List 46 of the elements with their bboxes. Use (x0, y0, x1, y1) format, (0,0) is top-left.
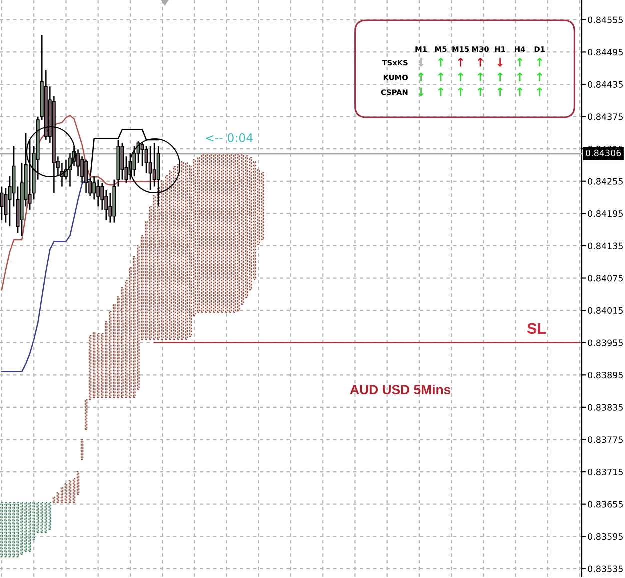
text: ↓ (418, 58, 424, 67)
text: ↑ (517, 72, 523, 82)
text: ↑ (478, 72, 484, 82)
y-tick-label: 0.83775 (588, 436, 623, 444)
text: ↑ (458, 88, 464, 96)
y-tick-label: 0.84495 (588, 49, 623, 56)
text: ↑ (517, 88, 523, 96)
text: ↑ (458, 72, 464, 82)
text: ↑ (537, 58, 542, 67)
text: ↓ (418, 88, 424, 96)
text: ↑ (478, 88, 484, 96)
text: ↓ (498, 58, 503, 67)
y-tick-label: 0.83715 (588, 468, 623, 476)
text: ↑ (458, 58, 464, 67)
candlestick (152, 142, 156, 188)
y-tick-label: 0.84075 (588, 275, 623, 282)
annotation: AUD USD 5Mins (350, 384, 451, 395)
candlestick (96, 179, 100, 208)
candlestick (144, 146, 148, 174)
y-tick-label: 0.83655 (588, 501, 623, 508)
y-tick-label: 0.84195 (588, 210, 623, 218)
y-tick-label: 0.84435 (588, 81, 623, 88)
text: ↑ (498, 72, 503, 82)
text: ↑ (438, 58, 444, 67)
text: ↑ (517, 58, 523, 67)
y-tick-label: 0.84015 (588, 307, 623, 314)
text: ↑ (537, 72, 542, 82)
candlestick (120, 142, 124, 180)
y-tick-label: 0.83595 (588, 533, 623, 540)
y-tick-label: 0.83535 (588, 566, 623, 572)
y-tick-label: 0.84375 (588, 114, 623, 120)
y-tick-label: 0.84255 (588, 178, 623, 185)
y-tick-label: 0.83835 (588, 404, 623, 411)
y-tick-label: 0.83895 (588, 372, 623, 379)
text: ↑ (537, 88, 542, 96)
y-tick-label: 0.83955 (588, 340, 623, 346)
annotation: SL (527, 323, 546, 334)
annotation: <-- 0:04 (206, 133, 254, 142)
y-tick-label: 0.84555 (588, 16, 623, 24)
text: ↑ (438, 88, 444, 96)
text: ↑ (478, 58, 484, 67)
text: ↑ (418, 72, 424, 82)
y-tick-label: 0.84135 (588, 242, 623, 250)
ref-line-label: 0.84306 (586, 150, 622, 156)
text: ↑ (438, 72, 444, 82)
text: ↑ (498, 88, 503, 96)
